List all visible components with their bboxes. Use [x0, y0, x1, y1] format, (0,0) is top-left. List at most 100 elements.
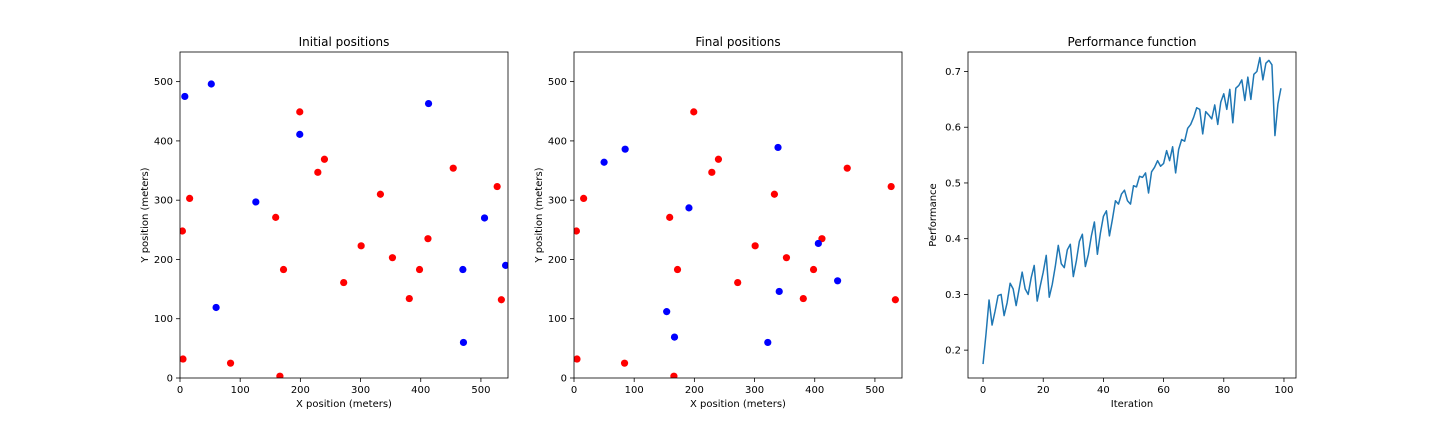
y-tick-label: 500: [154, 77, 173, 88]
blue-point: [670, 333, 679, 341]
blue-point: [775, 287, 783, 296]
red-point: [751, 242, 759, 250]
red-point: [690, 108, 698, 116]
y-tick-label: 100: [548, 314, 567, 325]
red-point: [180, 227, 187, 235]
blue-point: [212, 303, 220, 312]
chart-title: Final positions: [695, 35, 780, 49]
y-tick-label: 100: [154, 314, 173, 325]
chart-title: Performance function: [1068, 35, 1197, 49]
red-point: [272, 213, 280, 221]
x-tick-label: 60: [1157, 385, 1170, 396]
performance-line: [982, 56, 1282, 365]
y-tick-label: 200: [154, 255, 173, 266]
x-axis-label: X position (meters): [690, 399, 786, 410]
red-point: [405, 294, 413, 303]
y-tick-label: 0.4: [945, 234, 961, 245]
blue-point: [459, 265, 467, 274]
blue-point: [296, 130, 304, 138]
red-point: [708, 168, 716, 176]
y-tick-label: 0: [167, 374, 173, 385]
x-tick-label: 100: [1274, 385, 1293, 396]
red-point: [320, 155, 329, 163]
x-tick-label: 400: [411, 385, 430, 396]
y-tick-label: 500: [548, 77, 567, 88]
blue-point: [181, 92, 189, 101]
x-tick-label: 500: [865, 385, 884, 396]
red-point: [799, 294, 807, 303]
red-point: [226, 359, 235, 367]
y-tick-label: 300: [154, 196, 173, 207]
axes-frame: [967, 51, 1297, 379]
chart-panel-2: Performance function 0 20 40 60 80 100 0.2 0.3 0.…: [928, 35, 1297, 410]
red-point: [340, 278, 348, 287]
red-point: [424, 235, 432, 243]
x-tick-label: 200: [685, 385, 704, 396]
red-point: [357, 242, 365, 250]
blue-point: [600, 158, 608, 166]
red-point: [415, 265, 424, 274]
blue-point: [685, 204, 693, 212]
blue-point: [252, 198, 260, 206]
chart-panel-1: Final positions 0 100 200 300 400 500 0 100 200 30…: [534, 35, 903, 410]
red-point: [673, 265, 682, 274]
blue-point: [480, 214, 489, 222]
red-point: [449, 164, 457, 172]
x-axis-label: X position (meters): [296, 399, 392, 410]
y-axis-label: Y position (meters): [140, 167, 151, 263]
red-point: [891, 296, 899, 304]
y-tick-label: 0.3: [945, 290, 961, 301]
y-axis-label: Y position (meters): [534, 167, 545, 263]
x-tick-label: 80: [1217, 385, 1230, 396]
x-tick-label: 200: [291, 385, 310, 396]
red-point: [279, 265, 288, 274]
blue-point: [459, 338, 468, 347]
red-point: [186, 194, 194, 203]
red-point: [670, 372, 678, 378]
x-tick-label: 20: [1037, 385, 1050, 396]
blue-point: [501, 261, 508, 269]
y-tick-label: 200: [548, 255, 567, 266]
red-point: [574, 355, 581, 363]
y-tick-label: 0.5: [945, 178, 961, 189]
red-point: [574, 227, 581, 235]
y-tick-label: 0.6: [945, 123, 961, 134]
plot-area: [574, 108, 899, 378]
plot-area: [180, 80, 508, 378]
red-point: [493, 182, 501, 191]
blue-point: [424, 99, 433, 108]
blue-point: [834, 277, 842, 285]
y-tick-label: 400: [548, 136, 567, 147]
x-tick-label: 0: [980, 385, 986, 396]
chart-title: Initial positions: [299, 35, 390, 49]
blue-point: [621, 145, 629, 153]
red-point: [314, 168, 322, 176]
red-point: [782, 254, 791, 262]
blue-point: [663, 308, 671, 316]
x-axis-label: Iteration: [1111, 399, 1153, 410]
red-point: [376, 190, 385, 198]
x-tick-label: 40: [1097, 385, 1110, 396]
x-tick-label: 500: [471, 385, 490, 396]
red-point: [276, 372, 284, 378]
red-point: [714, 155, 723, 163]
red-point: [770, 190, 779, 198]
x-tick-label: 0: [177, 385, 183, 396]
red-point: [666, 213, 674, 221]
x-tick-label: 300: [351, 385, 370, 396]
chart-panel-0: Initial positions 0 100 200 300 400 500 0 100 200…: [140, 35, 509, 410]
blue-point: [814, 239, 822, 248]
x-tick-label: 100: [625, 385, 644, 396]
red-point: [887, 182, 895, 191]
axes-frame: [573, 51, 903, 379]
y-tick-label: 300: [548, 196, 567, 207]
red-point: [620, 359, 629, 367]
blue-point: [764, 338, 772, 347]
y-tick-label: 0.7: [945, 67, 961, 78]
x-tick-label: 100: [231, 385, 250, 396]
red-point: [497, 296, 505, 304]
red-point: [843, 164, 851, 172]
y-axis-label: Performance: [928, 183, 939, 246]
